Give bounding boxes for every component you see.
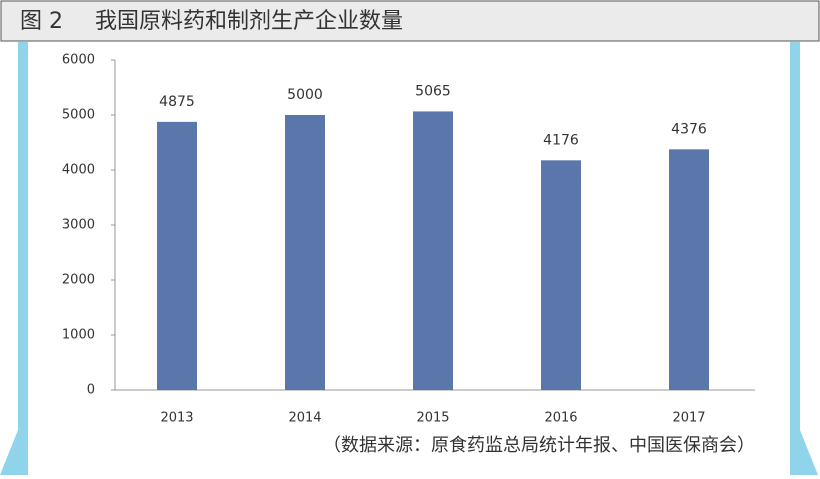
left-side-bar: [18, 42, 28, 475]
bar: [157, 121, 197, 390]
bar: [541, 160, 581, 390]
x-tick-label: 2014: [288, 411, 321, 426]
y-tick-label: 0: [87, 383, 95, 398]
value-label: 4875: [159, 94, 195, 110]
corner-right: [800, 430, 818, 475]
value-label: 4176: [543, 132, 579, 148]
y-tick-label: 6000: [62, 53, 95, 68]
y-tick-label: 4000: [62, 163, 95, 178]
chart-title: 我国原料药和制剂生产企业数量: [95, 9, 403, 34]
y-tick-label: 5000: [62, 108, 95, 123]
bar: [413, 111, 453, 391]
bar: [285, 115, 325, 390]
value-label: 4376: [671, 121, 707, 137]
right-side-bar: [790, 42, 800, 475]
value-label: 5000: [287, 87, 323, 103]
y-tick-label: 1000: [62, 328, 95, 343]
figure-label: 图 2: [20, 9, 63, 34]
header-bar: [0, 0, 820, 42]
y-tick-label: 3000: [62, 218, 95, 233]
source-note: （数据来源：原食药监总局统计年报、中国医保商会）: [323, 435, 755, 456]
x-tick-label: 2015: [416, 411, 449, 426]
bar: [669, 149, 709, 390]
x-tick-label: 2013: [160, 411, 193, 426]
x-tick-label: 2016: [544, 411, 577, 426]
value-label: 5065: [415, 83, 451, 99]
corner-left: [0, 430, 18, 475]
x-tick-label: 2017: [672, 411, 705, 426]
y-tick-label: 2000: [62, 273, 95, 288]
